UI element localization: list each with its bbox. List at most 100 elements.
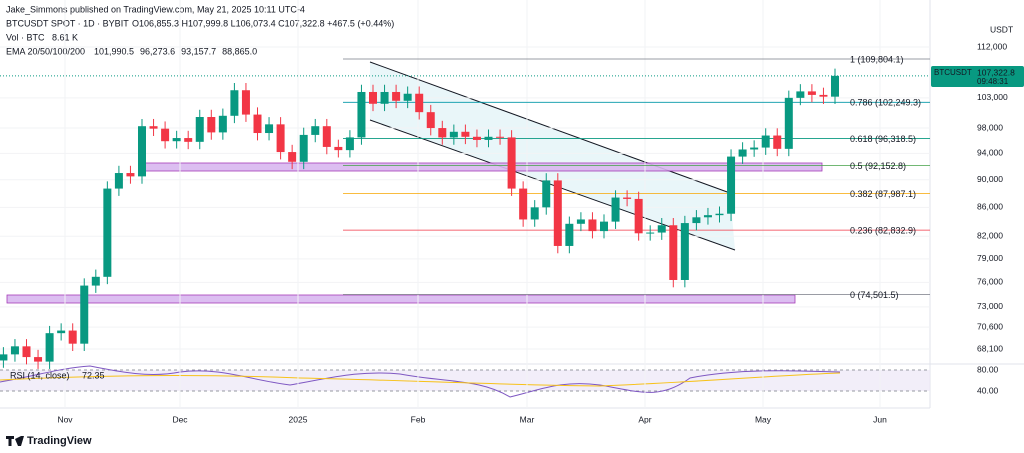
fib-label: 0 (74,501.5): [850, 290, 899, 300]
candle: [380, 91, 389, 104]
price-tick-label: 82,000: [977, 231, 1003, 241]
candle: [542, 180, 551, 208]
candle: [426, 112, 435, 129]
candle: [796, 91, 805, 98]
candle: [299, 134, 308, 162]
candle: [172, 138, 181, 142]
volume-label: Vol · BTC: [6, 32, 45, 42]
price-tick-label: 73,000: [977, 301, 1003, 311]
candle: [715, 213, 724, 216]
candle: [807, 91, 816, 95]
zone-box: [6, 294, 796, 304]
price-tag-countdown: 09:48:31: [977, 77, 1009, 86]
candle: [692, 217, 701, 224]
candle: [103, 188, 112, 277]
candle: [276, 124, 285, 153]
time-label: Feb: [411, 414, 426, 424]
candle: [345, 137, 354, 151]
rsi-ma: [0, 372, 841, 387]
candle: [484, 136, 493, 140]
candle: [819, 94, 828, 97]
candle: [34, 357, 43, 362]
rsi-tick-label: 40.00: [977, 385, 999, 395]
candle: [45, 333, 54, 362]
candle: [288, 152, 297, 162]
candle: [265, 124, 274, 134]
rsi-tick-label: 80.00: [977, 364, 999, 374]
candle: [611, 197, 620, 222]
candle: [588, 219, 597, 232]
price-tick-label: 86,000: [977, 202, 1003, 212]
candle: [530, 207, 539, 220]
logo: [6, 436, 24, 446]
candle: [831, 75, 839, 97]
fib-label: 1 (109,804.1): [850, 54, 904, 64]
candle: [357, 91, 366, 138]
candle: [207, 117, 216, 133]
candle: [415, 93, 424, 113]
fib-label: 0.618 (96,318.5): [850, 134, 916, 144]
candle: [22, 346, 31, 358]
candle: [403, 93, 412, 101]
fib-label: 0.5 (92,152.8): [850, 161, 906, 171]
price-tag-symbol: BTCUSDT: [934, 68, 972, 77]
candle: [68, 330, 77, 344]
candle: [126, 173, 135, 177]
candle: [80, 285, 89, 344]
fib-label: 0.236 (82,832.9): [850, 225, 916, 235]
rsi-label: RSI (14, close): [10, 370, 70, 380]
price-tag-price: 107,322.8: [977, 67, 1015, 77]
candle: [727, 156, 736, 214]
fib-label: 0.382 (87,987.1): [850, 189, 916, 199]
fib-label: 0.786 (102,249.3): [850, 98, 921, 108]
candle: [669, 225, 678, 280]
time-label: May: [755, 414, 772, 424]
candle: [553, 180, 562, 246]
candle: [461, 131, 470, 137]
rsi-value: 72.35: [82, 370, 105, 380]
symbol: BTCUSDT SPOT · 1D · BYBIT: [6, 18, 129, 28]
candle: [334, 146, 343, 151]
rsi-band: [0, 370, 930, 391]
candle: [623, 197, 632, 199]
candle: [646, 232, 655, 234]
candle: [241, 90, 250, 115]
rsi-line: [0, 365, 841, 398]
ohlc: O106,855.3 H107,999.8 L106,073.4 C107,32…: [132, 18, 394, 28]
candle: [576, 219, 585, 224]
candle: [438, 128, 447, 138]
time-label: 2025: [289, 414, 308, 424]
candle: [253, 114, 262, 134]
candle: [149, 126, 158, 129]
candle: [600, 221, 608, 232]
candle: [218, 115, 227, 133]
candle: [0, 354, 8, 361]
price-tick-label: 98,000: [977, 122, 1003, 132]
candle: [230, 90, 239, 116]
candle: [322, 126, 331, 147]
ema-value: 88,865.0: [222, 46, 257, 56]
candle: [91, 276, 100, 286]
channel-fill: [370, 62, 735, 250]
candle: [507, 137, 516, 189]
price-tick-label: 103,000: [977, 92, 1008, 102]
candle: [496, 136, 505, 138]
price-tag: [931, 66, 1024, 87]
candle: [680, 223, 689, 280]
candle: [634, 198, 643, 234]
candle: [392, 91, 401, 101]
candle: [449, 131, 458, 138]
candle: [519, 188, 528, 220]
time-label: Dec: [172, 414, 188, 424]
candle: [161, 128, 170, 142]
price-tick-label: 70,600: [977, 321, 1003, 331]
candle: [565, 223, 574, 246]
candle: [657, 225, 666, 233]
ema-value: 93,157.7: [181, 46, 216, 56]
candle: [773, 135, 782, 149]
time-label: Jun: [873, 414, 887, 424]
ema-value: 96,273.6: [140, 46, 175, 56]
time-label: Nov: [57, 414, 73, 424]
candle: [138, 126, 146, 177]
